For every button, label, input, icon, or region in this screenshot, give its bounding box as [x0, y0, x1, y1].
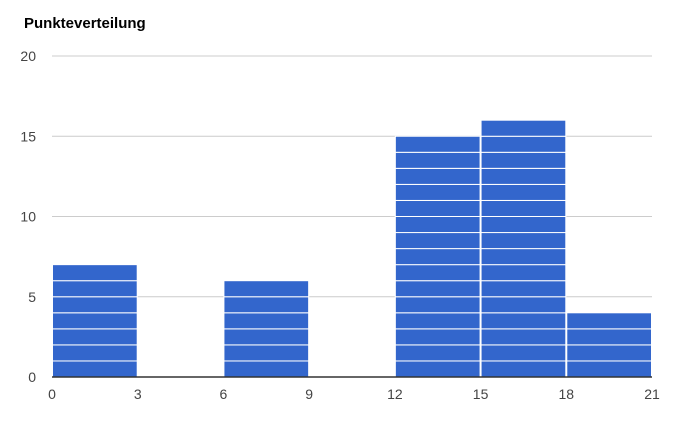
bar-segment	[566, 328, 652, 346]
y-tick-label: 10	[20, 209, 36, 225]
bar-segment	[223, 312, 310, 330]
bar-segment	[394, 199, 481, 217]
bar-segment	[394, 312, 481, 330]
bar-segment	[480, 248, 567, 266]
bar-segment	[394, 151, 481, 169]
bar-segment	[52, 296, 138, 314]
x-tick-label: 18	[558, 386, 574, 402]
bar-segment	[394, 232, 481, 250]
bar-segment	[394, 328, 481, 346]
y-tick-label: 0	[28, 369, 36, 385]
bar-segment	[394, 167, 481, 185]
bar-segment	[566, 344, 652, 362]
bar-segment	[394, 344, 481, 362]
bar-segment	[52, 280, 138, 298]
bar-segment	[394, 135, 481, 153]
chart-title: Punkteverteilung	[24, 15, 146, 32]
bar-segment	[566, 312, 652, 330]
bar-segment	[480, 183, 567, 201]
bar-segment	[480, 119, 567, 137]
y-tick-label: 15	[20, 128, 36, 144]
bar-segment	[480, 264, 567, 282]
bar-segment	[480, 360, 567, 378]
bar-segment	[394, 248, 481, 266]
bar-segment	[52, 264, 138, 282]
bar-segment	[394, 183, 481, 201]
bar-segment	[480, 328, 567, 346]
bar-segment	[480, 232, 567, 250]
x-tick-label: 12	[387, 386, 403, 402]
x-tick-label: 6	[220, 386, 228, 402]
bar-segment	[394, 280, 481, 298]
bar-segment	[52, 344, 138, 362]
histogram-bar	[480, 119, 567, 378]
x-tick-label: 15	[473, 386, 489, 402]
bar-segment	[480, 296, 567, 314]
bar-segment	[394, 296, 481, 314]
y-tick-label: 20	[20, 48, 36, 64]
bar-segment	[480, 280, 567, 298]
bar-segment	[223, 360, 310, 378]
bar-segment	[223, 328, 310, 346]
bar-segment	[480, 344, 567, 362]
histogram-bar	[52, 264, 138, 378]
bar-segment	[52, 328, 138, 346]
bar-segment	[394, 264, 481, 282]
bar-segment	[566, 360, 652, 378]
bar-segment	[394, 216, 481, 234]
x-tick-label: 3	[134, 386, 142, 402]
bar-segment	[223, 344, 310, 362]
x-tick-label: 9	[305, 386, 313, 402]
bar-segment	[480, 167, 567, 185]
histogram-bar	[566, 312, 652, 378]
bar-segment	[480, 151, 567, 169]
histogram-bar	[223, 280, 310, 378]
bar-segment	[480, 135, 567, 153]
bar-segment	[394, 360, 481, 378]
histogram-bar	[394, 135, 481, 378]
bar-segment	[480, 199, 567, 217]
bar-segment	[480, 216, 567, 234]
x-tick-label: 21	[644, 386, 660, 402]
bar-segment	[480, 312, 567, 330]
bar-segment	[52, 312, 138, 330]
bar-segment	[223, 280, 310, 298]
y-tick-label: 5	[28, 289, 36, 305]
bar-segment	[223, 296, 310, 314]
bar-segment	[52, 360, 138, 378]
x-tick-label: 0	[48, 386, 56, 402]
